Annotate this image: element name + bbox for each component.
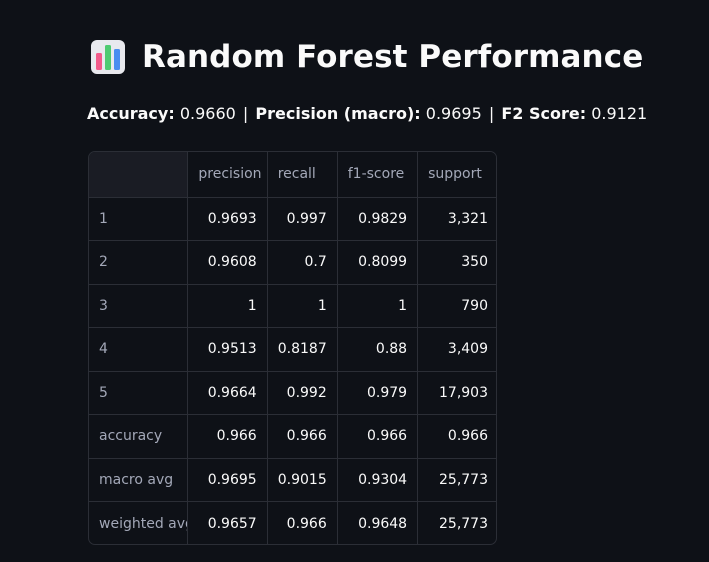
- table-cell[interactable]: 0.979: [337, 371, 419, 415]
- metrics-separator: |: [488, 104, 495, 123]
- row-index[interactable]: weighted avg: [89, 501, 189, 544]
- table-cell[interactable]: 0.966: [267, 501, 338, 544]
- table-cell[interactable]: 0.8187: [267, 327, 338, 372]
- table-cell[interactable]: 3,409: [417, 327, 496, 372]
- row-index[interactable]: 1: [89, 197, 189, 241]
- table-cell[interactable]: 0.88: [337, 327, 419, 372]
- table-cell[interactable]: 0.7: [267, 240, 338, 285]
- table-row: 3 1 1 1 790: [89, 284, 496, 328]
- table-row: accuracy 0.966 0.966 0.966 0.966: [89, 414, 496, 459]
- table-cell[interactable]: 0.9648: [337, 501, 419, 544]
- table-row: 1 0.9693 0.997 0.9829 3,321: [89, 197, 496, 241]
- table-cell[interactable]: 25,773: [439, 515, 488, 532]
- column-header-recall[interactable]: recall: [267, 152, 338, 198]
- table-cell[interactable]: 0.966: [267, 414, 338, 459]
- table-cell[interactable]: 17,903: [417, 371, 496, 415]
- table-cell[interactable]: 790: [417, 284, 496, 328]
- table-cell[interactable]: 3,321: [417, 197, 496, 241]
- classification-report-table[interactable]: precision recall f1-score support 1 0.96…: [88, 151, 497, 545]
- table-cell[interactable]: 0.9657: [187, 501, 268, 544]
- row-index[interactable]: 3: [89, 284, 189, 328]
- table-cell[interactable]: 0.9304: [337, 458, 419, 502]
- table-cell[interactable]: 1: [187, 284, 268, 328]
- column-header-f1-score[interactable]: f1-score: [337, 152, 419, 198]
- metrics-separator: |: [242, 104, 249, 123]
- row-index[interactable]: 5: [89, 371, 189, 415]
- table-cell[interactable]: 0.992: [267, 371, 338, 415]
- metrics-summary: Accuracy: 0.9660 | Precision (macro): 0.…: [87, 104, 647, 123]
- table-cell[interactable]: 25,773: [417, 458, 496, 502]
- table-row: 4 0.9513 0.8187 0.88 3,409: [89, 327, 496, 372]
- table-cell[interactable]: 0.997: [267, 197, 338, 241]
- table-cell[interactable]: 350: [417, 240, 496, 285]
- table-cell[interactable]: 0.966: [187, 414, 268, 459]
- table-cell[interactable]: 0.9015: [267, 458, 338, 502]
- table-cell[interactable]: 0.9695: [187, 458, 268, 502]
- table-row: 2 0.9608 0.7 0.8099 350: [89, 240, 496, 285]
- accuracy-label: Accuracy:: [87, 104, 175, 123]
- report-table: precision recall f1-score support 1 0.96…: [89, 152, 496, 544]
- page-header: Random Forest Performance: [90, 36, 643, 78]
- table-cell[interactable]: 1: [337, 284, 419, 328]
- precision-value: 0.9695: [425, 104, 482, 123]
- f2-score-label: F2 Score:: [501, 104, 587, 123]
- column-header-support[interactable]: support: [417, 152, 496, 198]
- table-cell[interactable]: 0.9608: [187, 240, 268, 285]
- column-header-precision[interactable]: precision: [187, 152, 268, 198]
- row-index[interactable]: 2: [89, 240, 189, 285]
- accuracy-value: 0.9660: [179, 104, 236, 123]
- table-cell[interactable]: 0.9829: [337, 197, 419, 241]
- table-cell[interactable]: 0.9693: [187, 197, 268, 241]
- page-title: Random Forest Performance: [142, 39, 644, 75]
- index-column-header: [89, 152, 189, 198]
- table-row: weighted avg 0.9657 0.966 0.9648 25,773: [89, 501, 496, 544]
- table-cell[interactable]: 0.966: [417, 414, 496, 459]
- precision-label: Precision (macro):: [255, 104, 421, 123]
- row-index[interactable]: 4: [89, 327, 189, 372]
- table-cell[interactable]: 1: [267, 284, 338, 328]
- table-row: macro avg 0.9695 0.9015 0.9304 25,773: [89, 458, 496, 502]
- table-cell[interactable]: 0.966: [337, 414, 419, 459]
- f2-score-value: 0.9121: [591, 104, 648, 123]
- row-index[interactable]: macro avg: [89, 458, 189, 502]
- table-cell[interactable]: 0.9513: [187, 327, 268, 372]
- table-cell[interactable]: 0.8099: [337, 240, 419, 285]
- table-cell[interactable]: 0.9664: [187, 371, 268, 415]
- row-index[interactable]: accuracy: [89, 414, 189, 459]
- table-row: 5 0.9664 0.992 0.979 17,903: [89, 371, 496, 415]
- bar-chart-icon: [91, 40, 125, 74]
- table-header-row: precision recall f1-score support: [89, 152, 496, 198]
